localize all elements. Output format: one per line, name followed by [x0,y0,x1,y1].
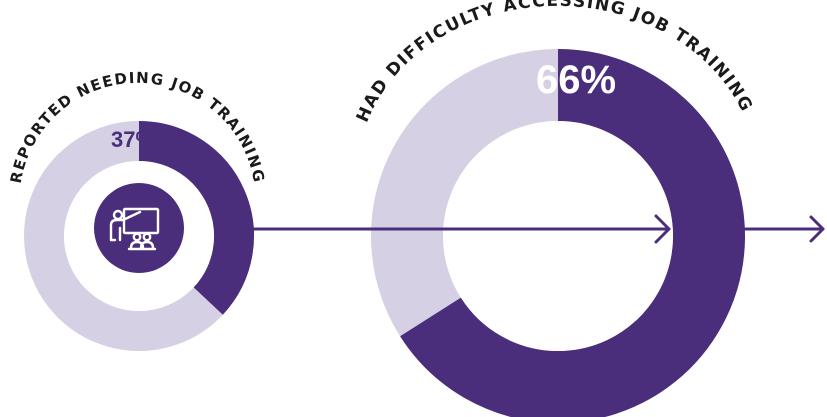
donut-value-label-large: 66% [536,58,616,102]
donut-chart-training-access-difficulty [371,49,745,417]
flow-arrow-1 [232,214,671,244]
donut-hole [443,121,673,351]
presenter-training-icon [94,183,184,273]
donut-value-label-small: 37% [111,127,155,152]
donut-segment-value [400,49,745,417]
donut-segment-value [138,121,254,315]
flow-arrow-2 [743,215,825,243]
